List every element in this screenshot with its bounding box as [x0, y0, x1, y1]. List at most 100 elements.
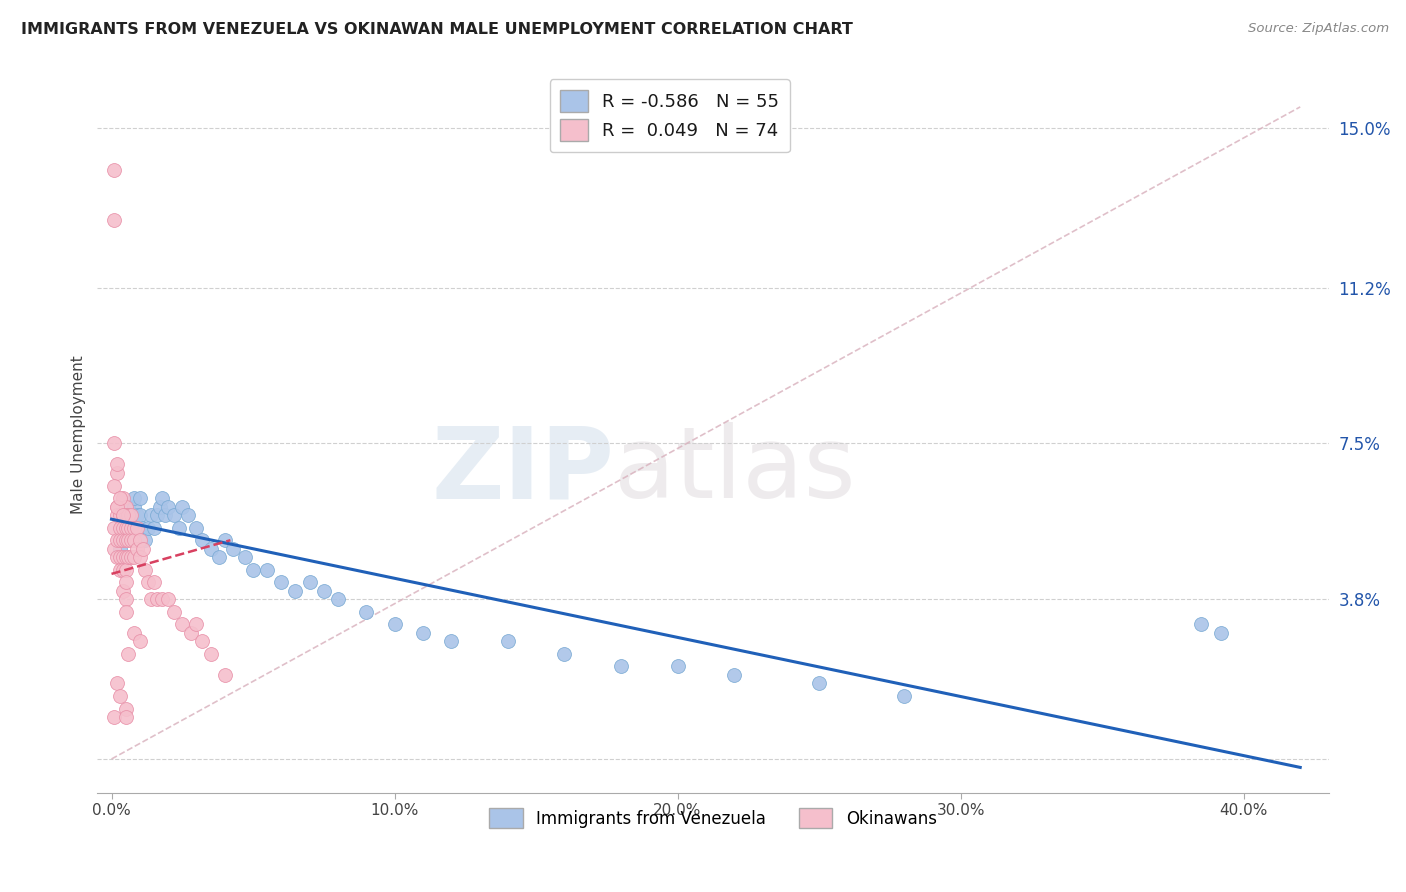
- Point: [610, 659, 633, 673]
- Point: [105, 508, 128, 522]
- Text: IMMIGRANTS FROM VENEZUELA VS OKINAWAN MALE UNEMPLOYMENT CORRELATION CHART: IMMIGRANTS FROM VENEZUELA VS OKINAWAN MA…: [21, 22, 853, 37]
- Point: [136, 575, 159, 590]
- Point: [169, 520, 191, 534]
- Point: [103, 213, 125, 227]
- Point: [122, 533, 145, 548]
- Point: [142, 575, 165, 590]
- Point: [103, 163, 125, 178]
- Point: [108, 563, 131, 577]
- Point: [152, 491, 174, 505]
- Point: [117, 500, 139, 514]
- Point: [108, 550, 131, 565]
- Point: [103, 436, 125, 450]
- Point: [131, 520, 153, 534]
- Point: [128, 550, 150, 565]
- Point: [157, 500, 180, 514]
- Point: [256, 563, 278, 577]
- Point: [666, 659, 689, 673]
- Point: [105, 550, 128, 565]
- Point: [191, 533, 214, 548]
- Point: [114, 500, 136, 514]
- Point: [114, 550, 136, 565]
- Point: [122, 520, 145, 534]
- Point: [134, 533, 156, 548]
- Point: [108, 520, 131, 534]
- Point: [120, 520, 142, 534]
- Point: [114, 533, 136, 548]
- Point: [114, 520, 136, 534]
- Point: [180, 625, 202, 640]
- Point: [103, 710, 125, 724]
- Point: [142, 520, 165, 534]
- Legend: Immigrants from Venezuela, Okinawans: Immigrants from Venezuela, Okinawans: [482, 802, 943, 834]
- Point: [105, 676, 128, 690]
- Point: [103, 541, 125, 556]
- Point: [412, 625, 434, 640]
- Point: [384, 617, 406, 632]
- Point: [117, 550, 139, 565]
- Point: [108, 689, 131, 703]
- Point: [117, 508, 139, 522]
- Point: [208, 550, 231, 565]
- Point: [146, 592, 169, 607]
- Text: ZIP: ZIP: [432, 422, 614, 519]
- Point: [108, 541, 131, 556]
- Point: [1189, 617, 1212, 632]
- Point: [111, 550, 134, 565]
- Point: [152, 592, 174, 607]
- Point: [163, 605, 186, 619]
- Point: [553, 647, 575, 661]
- Point: [177, 508, 200, 522]
- Point: [108, 508, 131, 522]
- Point: [125, 508, 148, 522]
- Point: [111, 583, 134, 598]
- Point: [120, 533, 142, 548]
- Point: [128, 491, 150, 505]
- Point: [200, 647, 222, 661]
- Point: [186, 520, 208, 534]
- Point: [103, 520, 125, 534]
- Point: [111, 533, 134, 548]
- Point: [723, 668, 745, 682]
- Point: [120, 550, 142, 565]
- Point: [172, 500, 194, 514]
- Point: [120, 520, 142, 534]
- Point: [103, 478, 125, 492]
- Point: [120, 508, 142, 522]
- Point: [326, 592, 349, 607]
- Point: [114, 701, 136, 715]
- Point: [233, 550, 256, 565]
- Point: [114, 605, 136, 619]
- Point: [354, 605, 377, 619]
- Point: [108, 491, 131, 505]
- Point: [222, 541, 245, 556]
- Point: [111, 508, 134, 522]
- Point: [496, 634, 519, 648]
- Point: [136, 520, 159, 534]
- Point: [122, 550, 145, 565]
- Point: [312, 583, 335, 598]
- Point: [114, 563, 136, 577]
- Point: [139, 592, 162, 607]
- Point: [111, 563, 134, 577]
- Point: [191, 634, 214, 648]
- Point: [893, 689, 915, 703]
- Point: [105, 500, 128, 514]
- Point: [111, 533, 134, 548]
- Point: [122, 625, 145, 640]
- Point: [105, 466, 128, 480]
- Point: [117, 533, 139, 548]
- Point: [128, 634, 150, 648]
- Point: [128, 508, 150, 522]
- Point: [172, 617, 194, 632]
- Point: [808, 676, 831, 690]
- Text: atlas: atlas: [614, 422, 856, 519]
- Point: [105, 458, 128, 472]
- Point: [122, 491, 145, 505]
- Point: [200, 541, 222, 556]
- Point: [125, 520, 148, 534]
- Point: [131, 541, 153, 556]
- Point: [114, 508, 136, 522]
- Point: [134, 563, 156, 577]
- Point: [298, 575, 321, 590]
